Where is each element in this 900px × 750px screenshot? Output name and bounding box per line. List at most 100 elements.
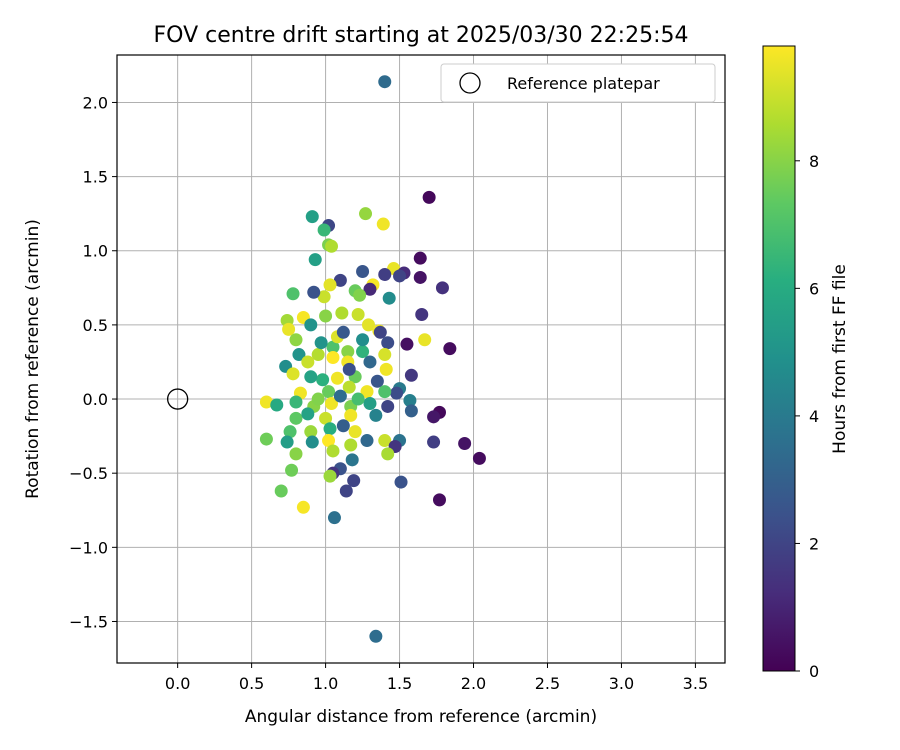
data-point — [415, 308, 429, 322]
data-point — [304, 370, 318, 384]
data-point — [413, 270, 427, 284]
data-point — [335, 306, 349, 320]
data-point — [370, 374, 384, 388]
data-point — [327, 511, 341, 525]
data-point — [376, 217, 390, 231]
x-tick-label: 1.0 — [313, 674, 338, 693]
reference-marker — [167, 388, 189, 410]
data-point — [393, 269, 407, 283]
x-axis-label: Angular distance from reference (arcmin) — [245, 707, 597, 727]
data-point — [344, 408, 358, 422]
data-point — [280, 435, 294, 449]
data-point — [289, 447, 303, 461]
data-point — [326, 351, 340, 365]
data-point — [317, 223, 331, 237]
data-points — [259, 75, 486, 643]
y-tick-label: −1.5 — [69, 612, 108, 631]
data-point — [311, 392, 325, 406]
data-point — [333, 389, 347, 403]
colorbar-tick-label: 8 — [809, 152, 819, 171]
data-point — [378, 267, 392, 281]
colorbar-label: Hours from first FF file — [830, 264, 850, 454]
x-ticks: 0.0 0.5 1.0 1.5 2.0 2.5 3.0 3.5 — [165, 663, 708, 693]
data-point — [360, 385, 374, 399]
data-point — [341, 345, 355, 359]
x-tick-label: 3.0 — [609, 674, 634, 693]
data-point — [369, 408, 383, 422]
data-point — [319, 309, 333, 323]
y-tick-label: 1.5 — [83, 168, 108, 187]
data-point — [379, 362, 393, 376]
data-point — [369, 629, 383, 643]
x-tick-label: 3.5 — [683, 674, 708, 693]
data-point — [458, 437, 472, 451]
data-point — [282, 322, 296, 336]
data-point — [418, 333, 432, 347]
data-point — [400, 337, 414, 351]
data-point — [274, 484, 288, 498]
data-point — [356, 265, 370, 279]
data-point — [356, 333, 370, 347]
y-ticks: −1.5 −1.0 −0.5 0.0 0.5 1.0 1.5 2.0 — [69, 93, 117, 631]
data-point — [359, 207, 373, 221]
x-tick-label: 2.5 — [535, 674, 560, 693]
data-point — [373, 325, 387, 339]
data-point — [305, 210, 319, 224]
data-point — [289, 395, 303, 409]
data-point — [286, 287, 300, 301]
y-tick-label: 0.5 — [83, 316, 108, 335]
data-point — [301, 407, 315, 421]
data-point — [381, 336, 395, 350]
x-tick-label: 2.0 — [461, 674, 486, 693]
data-point — [404, 368, 418, 382]
data-point — [323, 278, 337, 292]
data-point — [336, 325, 350, 339]
data-point — [317, 290, 331, 304]
data-point — [378, 385, 392, 399]
data-point — [435, 281, 449, 295]
x-tick-label: 0.0 — [165, 674, 190, 693]
data-point — [316, 373, 330, 387]
data-point — [325, 239, 339, 253]
data-point — [304, 425, 318, 439]
data-point — [413, 251, 427, 265]
data-point — [378, 75, 392, 89]
data-point — [304, 318, 318, 332]
data-point — [333, 273, 347, 287]
data-point — [259, 432, 273, 446]
data-point — [322, 434, 336, 448]
plot-frame — [116, 54, 726, 664]
data-point — [363, 396, 377, 410]
data-point — [292, 348, 306, 362]
data-point — [289, 411, 303, 425]
data-point — [308, 253, 322, 267]
data-point — [342, 362, 356, 376]
data-point — [443, 342, 457, 356]
data-point — [311, 348, 325, 362]
data-point — [305, 435, 319, 449]
data-point — [360, 434, 374, 448]
y-tick-label: 0.0 — [83, 390, 108, 409]
data-point — [289, 333, 303, 347]
data-point — [325, 396, 339, 410]
y-axis-label: Rotation from reference (arcmin) — [23, 219, 43, 499]
data-point — [319, 411, 333, 425]
data-point — [336, 419, 350, 433]
y-tick-label: 2.0 — [83, 93, 108, 112]
data-point — [323, 422, 337, 436]
grid-lines — [117, 55, 725, 663]
data-point — [345, 453, 359, 467]
data-point — [378, 434, 392, 448]
data-point — [351, 308, 365, 322]
data-point — [270, 398, 284, 412]
data-point — [356, 345, 370, 359]
data-point — [381, 447, 395, 461]
colorbar-gradient — [762, 45, 796, 672]
data-point — [427, 435, 441, 449]
y-tick-label: 1.0 — [83, 242, 108, 261]
data-point — [351, 392, 365, 406]
data-point — [283, 425, 297, 439]
y-tick-label: −1.0 — [69, 538, 108, 557]
data-point — [363, 355, 377, 369]
